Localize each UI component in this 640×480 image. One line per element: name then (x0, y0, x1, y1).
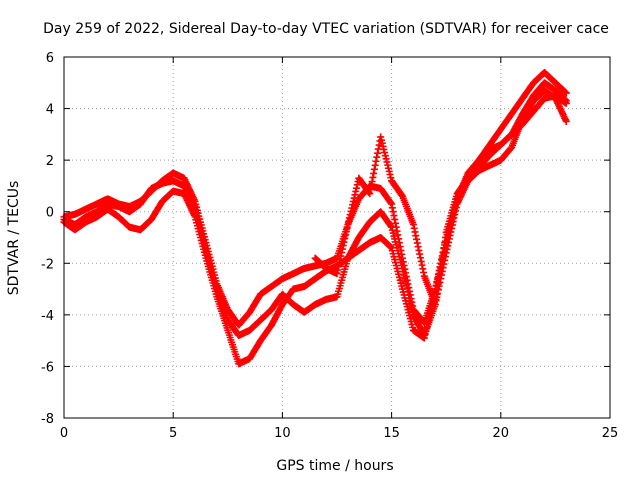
data-point-interp (387, 243, 395, 251)
y-tick-label: -8 (41, 412, 54, 427)
x-tick-label: 10 (274, 426, 291, 441)
series-4 (311, 92, 570, 309)
series-1 (60, 68, 570, 329)
axis-ticks: 0 5 10 15 20 25 -8 -6 -4 -2 0 2 4 6 (41, 51, 618, 441)
y-axis-label: SDTVAR / TECUs (6, 181, 22, 296)
data-points (60, 68, 570, 368)
data-point-interp (343, 224, 351, 232)
x-tick-label: 25 (602, 426, 619, 441)
x-tick-label: 0 (60, 426, 68, 441)
x-tick-label: 20 (493, 426, 510, 441)
data-point-interp (562, 116, 570, 124)
data-point-interp (223, 324, 231, 332)
y-tick-label: -4 (41, 309, 54, 324)
series-2 (60, 87, 570, 339)
y-tick-label: -2 (41, 257, 54, 272)
data-point-interp (190, 211, 198, 219)
data-point-interp (387, 199, 395, 207)
y-tick-label: -6 (41, 360, 54, 375)
data-point-interp (387, 222, 395, 230)
y-tick-label: 6 (46, 51, 54, 66)
plot-frame (63, 56, 611, 419)
data-point-interp (409, 308, 417, 316)
y-tick-label: 4 (46, 103, 54, 118)
data-point-interp (441, 234, 449, 241)
data-point-interp (452, 192, 460, 200)
chart-title: Day 259 of 2022, Sidereal Day-to-day VTE… (43, 21, 609, 37)
series-3 (60, 79, 570, 368)
data-point-interp (562, 99, 570, 107)
data-point-interp (212, 290, 220, 298)
data-point-interp (409, 219, 417, 227)
data-point-interp (420, 268, 428, 276)
data-point-interp (387, 174, 395, 182)
y-tick-label: 0 (46, 206, 54, 221)
x-tick-label: 5 (169, 426, 177, 441)
data-point-interp (201, 251, 209, 259)
data-point-interp (562, 88, 570, 96)
x-tick-label: 15 (383, 426, 400, 441)
y-tick-label: 2 (46, 154, 54, 169)
data-point-interp (398, 282, 406, 290)
x-axis-label: GPS time / hours (276, 458, 393, 474)
